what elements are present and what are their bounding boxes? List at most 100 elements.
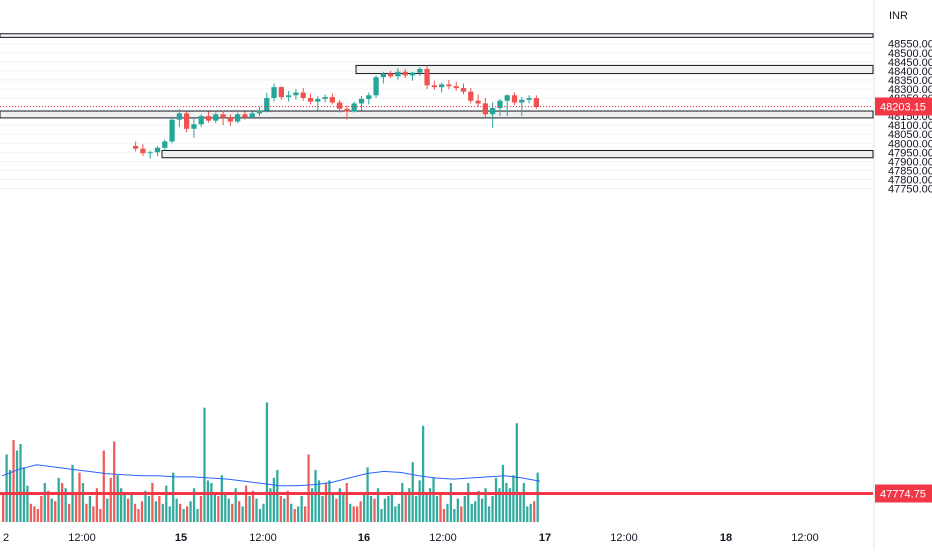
- candle-body: [504, 95, 510, 101]
- reference-price-badge: [875, 484, 932, 503]
- volume-bar: [460, 506, 463, 522]
- volume-bar: [85, 503, 88, 522]
- volume-bar: [290, 503, 293, 522]
- price-axis[interactable]: 48550.0048500.0048450.0048400.0048350.00…: [873, 0, 932, 550]
- candle-body: [329, 97, 335, 103]
- volume-bar: [133, 503, 137, 522]
- volume-bar: [293, 509, 296, 522]
- volume-bar: [206, 480, 210, 522]
- zone-box: [355, 64, 874, 75]
- volume-bar: [248, 496, 251, 522]
- volume-bar: [140, 501, 144, 522]
- volume-bar: [227, 498, 230, 522]
- volume-bar: [352, 506, 355, 522]
- volume-bar: [317, 480, 321, 522]
- volume-bar: [154, 501, 157, 522]
- time-tick-label: 18: [720, 532, 732, 544]
- volume-bar: [276, 470, 279, 522]
- time-tick-label: 12:00: [791, 532, 819, 544]
- candle-body: [351, 103, 357, 112]
- volume-bar: [529, 503, 532, 522]
- candle-body: [191, 124, 197, 129]
- volume-bar: [8, 470, 12, 522]
- candle-body: [453, 86, 459, 89]
- volume-bar: [369, 496, 373, 522]
- volume-bar: [137, 509, 140, 522]
- volume-bar: [224, 493, 227, 522]
- volume-bar: [390, 493, 394, 522]
- volume-bar: [494, 477, 498, 522]
- zone-box: [0, 33, 874, 38]
- volume-bar: [2, 493, 5, 522]
- volume-bar: [258, 509, 262, 522]
- volume-bar: [342, 493, 345, 522]
- candle-body: [468, 91, 474, 101]
- volume-bar: [345, 483, 348, 522]
- candle-body: [533, 98, 539, 108]
- volume-bar: [99, 509, 102, 522]
- volume-bar: [387, 496, 390, 522]
- volume-bar: [359, 501, 362, 522]
- volume-bar: [383, 498, 387, 522]
- volume-bar: [283, 498, 286, 522]
- volume-bar: [512, 475, 515, 522]
- volume-bar: [519, 493, 522, 522]
- volume-bar: [505, 483, 508, 522]
- time-axis[interactable]: 2 12:00 15 12:00 16 12:00 17 12:00 18 12:00: [3, 532, 819, 544]
- candle-body: [140, 148, 146, 154]
- volume-bar: [12, 440, 15, 522]
- volume-bar: [241, 506, 244, 522]
- candle-body: [417, 69, 423, 73]
- volume-bar: [78, 472, 81, 522]
- volume-bar: [449, 483, 453, 522]
- time-tick-label: 12:00: [429, 532, 457, 544]
- volume-bar: [526, 506, 529, 522]
- candle-body: [439, 84, 445, 88]
- volume-bar: [536, 472, 539, 522]
- moving-average: [1, 464, 541, 487]
- current-price-badge: [875, 97, 932, 116]
- volume-bar: [401, 483, 404, 522]
- candle-body: [286, 95, 292, 98]
- candle-body: [431, 85, 437, 88]
- volume-bar: [331, 493, 335, 522]
- time-tick-label: 12:00: [610, 532, 638, 544]
- volume-bar: [439, 493, 442, 522]
- price-tick-label: 47850.00: [888, 165, 932, 177]
- volume-bar: [67, 503, 71, 522]
- volume-bar: [373, 498, 376, 522]
- volume-bar: [210, 483, 213, 522]
- candle-body: [147, 152, 153, 154]
- candle-body: [490, 107, 496, 115]
- candle-body: [198, 116, 204, 125]
- volume-bar: [213, 493, 216, 522]
- volume-bar: [74, 493, 78, 522]
- volume-bar: [203, 407, 206, 522]
- volume-bar: [435, 496, 439, 522]
- volume-bar: [522, 483, 525, 522]
- volume-bar: [376, 488, 380, 522]
- volume-bar: [113, 441, 116, 522]
- volume-bar: [15, 450, 19, 522]
- time-tick-label: 2: [3, 532, 9, 544]
- volume-bar: [172, 472, 175, 522]
- volume-bar: [95, 488, 98, 522]
- volume-bar: [64, 488, 67, 522]
- volume-bar: [109, 477, 112, 522]
- time-tick-label: 12:00: [68, 532, 96, 544]
- price-lines: [0, 105, 873, 495]
- volume-bar: [467, 483, 470, 522]
- price-tick-label: 48500.00: [888, 48, 932, 60]
- volume-bar: [307, 454, 310, 522]
- volume-bar: [251, 490, 255, 522]
- volume-bar: [189, 501, 192, 522]
- candle-body: [184, 113, 190, 129]
- volume-bar: [491, 496, 494, 522]
- volume-bar: [147, 496, 151, 522]
- volume-bar: [453, 509, 456, 522]
- candle-body: [402, 71, 408, 76]
- candle-body: [315, 98, 321, 102]
- candle-body: [460, 88, 467, 92]
